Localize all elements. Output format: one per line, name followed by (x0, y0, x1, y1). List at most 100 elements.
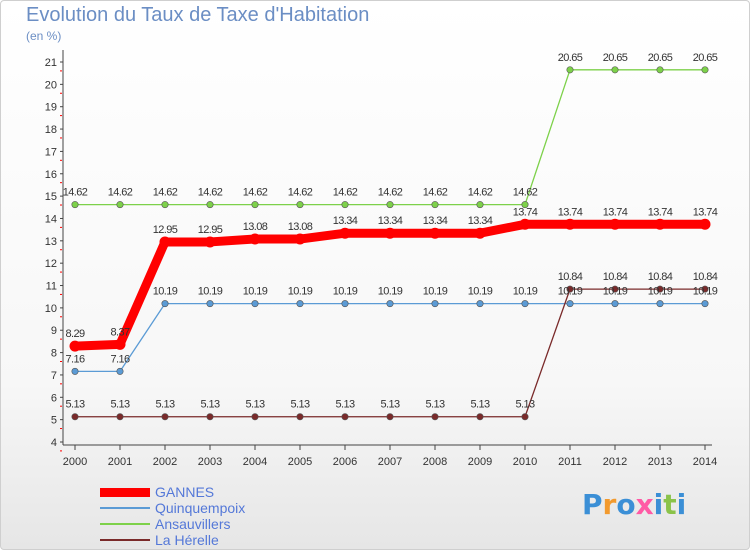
data-label: 13.74 (648, 206, 673, 218)
y-tick-label: 20 (45, 79, 57, 91)
data-label: 5.13 (110, 399, 129, 411)
data-point (71, 201, 79, 209)
data-point (116, 367, 124, 375)
data-point (386, 413, 394, 421)
data-point (341, 300, 349, 308)
logo-letter: t (663, 488, 677, 521)
data-label: 20.65 (558, 52, 583, 64)
data-point (476, 201, 484, 209)
legend-swatch (100, 523, 150, 525)
data-point (204, 236, 216, 248)
data-label: 14.62 (423, 187, 448, 199)
data-point (251, 300, 259, 308)
data-label: 5.13 (515, 399, 534, 411)
data-point (71, 413, 79, 421)
data-point (429, 227, 441, 239)
x-tick-label: 2012 (603, 456, 627, 468)
data-point (341, 201, 349, 209)
data-label: 5.13 (470, 399, 489, 411)
x-tick-label: 2001 (108, 456, 132, 468)
data-label: 13.08 (288, 221, 313, 233)
x-tick-label: 2008 (423, 456, 447, 468)
line-chart: 4 5 6 7 8 9 10 11 12 13 14 15 16 17 18 19 20 21 2000 2001 20… (45, 50, 718, 468)
data-label: 14.62 (513, 187, 538, 199)
data-point (609, 218, 621, 230)
data-label: 10.19 (693, 286, 718, 298)
data-label: 10.19 (378, 286, 403, 298)
legend-swatch (100, 487, 150, 497)
data-label: 5.13 (155, 399, 174, 411)
data-label: 10.19 (603, 286, 628, 298)
data-point (161, 300, 169, 308)
data-point (656, 300, 664, 308)
data-point (699, 218, 711, 230)
x-tick-label: 2009 (468, 456, 492, 468)
x-tick-label: 2005 (288, 456, 312, 468)
x-tick-label: 2014 (693, 456, 717, 468)
x-tick-label: 2013 (648, 456, 672, 468)
y-tick-label: 10 (45, 303, 57, 315)
data-label: 14.62 (198, 187, 223, 199)
data-label: 5.13 (425, 399, 444, 411)
data-point (701, 285, 709, 293)
data-point (206, 413, 214, 421)
data-label: 10.19 (558, 286, 583, 298)
data-label: 8.37 (110, 326, 129, 338)
data-label: 5.13 (380, 399, 399, 411)
data-point (566, 300, 574, 308)
data-point (564, 218, 576, 230)
legend-label: Quinquempoix (155, 500, 246, 516)
y-axis-unit: (en %) (26, 29, 62, 43)
data-point (71, 367, 79, 375)
data-point (384, 227, 396, 239)
data-label: 13.74 (513, 206, 538, 218)
data-point (656, 66, 664, 74)
legend-label: Ansauvillers (155, 516, 231, 532)
series-line-quinquempoix (74, 302, 706, 373)
data-label: 20.65 (603, 52, 628, 64)
proxiti-logo: Proxiti (582, 488, 686, 521)
data-label: 14.62 (63, 187, 88, 199)
y-tick-label: 15 (45, 191, 57, 203)
legend-label: GANNES (155, 484, 215, 500)
legend-swatch (100, 539, 150, 541)
y-tick-label: 4 (51, 437, 57, 449)
logo-letter: i (653, 488, 664, 521)
data-label: 10.19 (513, 286, 538, 298)
data-point (566, 66, 574, 74)
y-tick-label: 16 (45, 169, 57, 181)
data-point (701, 300, 709, 308)
data-label: 5.13 (245, 399, 264, 411)
data-point (386, 300, 394, 308)
data-label: 8.29 (65, 328, 84, 340)
data-label: 10.84 (603, 271, 628, 283)
data-label: 13.74 (693, 206, 718, 218)
data-point (476, 413, 484, 421)
data-label: 13.74 (603, 206, 628, 218)
data-label: 13.74 (558, 206, 583, 218)
data-label: 14.62 (243, 187, 268, 199)
data-point (296, 201, 304, 209)
data-label: 5.13 (65, 399, 84, 411)
data-point (431, 300, 439, 308)
data-label: 10.84 (558, 271, 583, 283)
data-label: 14.62 (378, 187, 403, 199)
data-point (206, 201, 214, 209)
logo-letter: P (582, 488, 603, 521)
chart-title: Evolution du Taux de Taxe d'Habitation (26, 4, 370, 26)
data-point (476, 300, 484, 308)
data-point (69, 340, 81, 352)
data-label: 10.19 (153, 286, 178, 298)
y-tick-label: 19 (45, 102, 57, 114)
y-tick-label: 13 (45, 236, 57, 248)
y-tick-label: 8 (51, 348, 57, 360)
x-tick-label: 2000 (63, 456, 87, 468)
data-label: 5.13 (335, 399, 354, 411)
data-point (386, 201, 394, 209)
x-tick-label: 2007 (378, 456, 402, 468)
data-point (249, 233, 261, 245)
y-tick-label: 7 (51, 370, 57, 382)
data-label: 10.19 (333, 286, 358, 298)
data-point (114, 338, 126, 350)
